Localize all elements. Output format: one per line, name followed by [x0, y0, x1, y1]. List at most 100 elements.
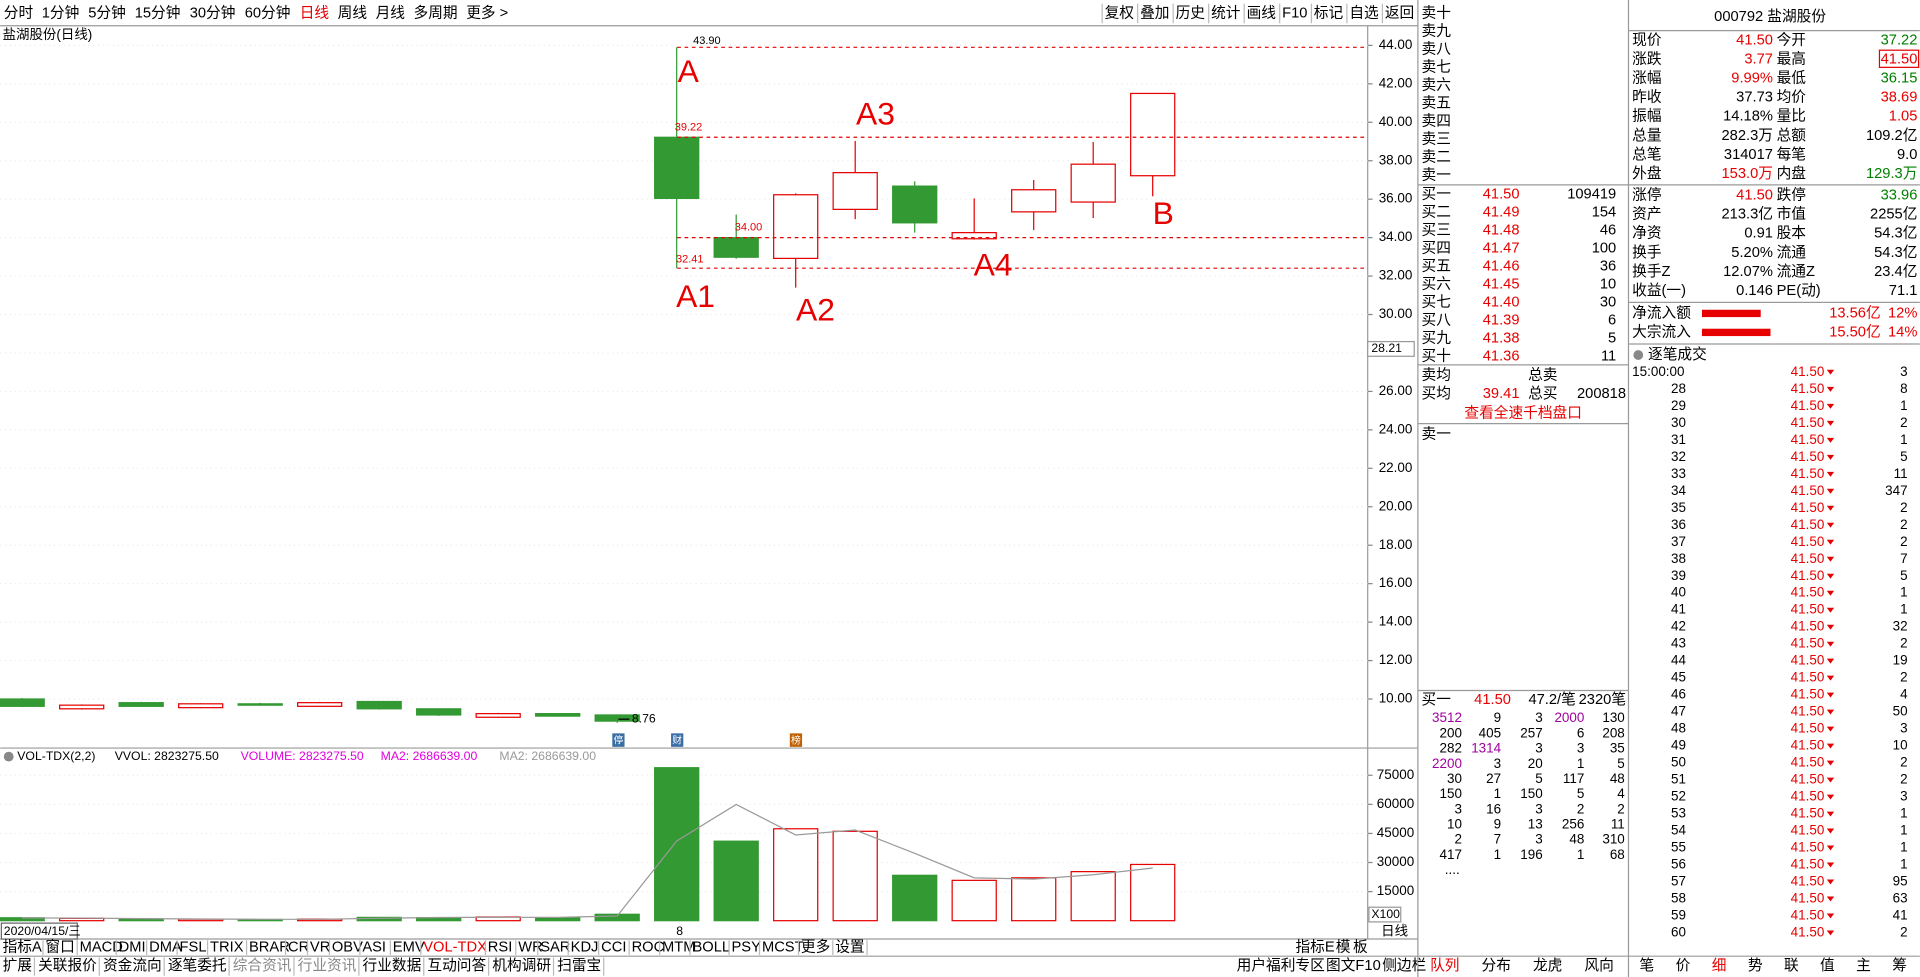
tool-button[interactable]: 画线: [1247, 4, 1277, 21]
tool-button[interactable]: 标记: [1314, 4, 1344, 21]
indicator-tab[interactable]: MTM: [662, 939, 695, 955]
quote-value: 213.3亿: [1721, 206, 1772, 223]
extra-tab[interactable]: 图文F10: [1326, 957, 1381, 974]
link-tab[interactable]: 扩展: [3, 957, 33, 974]
quote-label: 流通: [1777, 244, 1807, 261]
annotation: A4: [974, 246, 1013, 282]
indicator-tab[interactable]: BOLL: [693, 939, 731, 955]
indicator-tab[interactable]: 窗口: [45, 937, 74, 955]
volume-bar: [832, 830, 878, 922]
period-tab[interactable]: 更多 >: [466, 4, 508, 21]
quote-label: 涨幅: [1632, 69, 1661, 86]
indicator-tab[interactable]: PSY: [731, 939, 761, 955]
stock-header: 000792 盐湖股份: [1714, 8, 1826, 25]
queue-cell: 3: [1535, 741, 1542, 756]
tool-button[interactable]: 自选: [1349, 4, 1379, 21]
panel-toggle[interactable]: [1633, 350, 1644, 360]
detail-tab[interactable]: 势: [1748, 957, 1763, 974]
indicator-tab[interactable]: WR: [518, 939, 542, 955]
queue-tab[interactable]: 队列: [1430, 957, 1459, 974]
indicator-tab[interactable]: 指标A: [3, 938, 42, 955]
link-tab[interactable]: 行业数据: [363, 957, 422, 974]
tool-button[interactable]: 历史: [1176, 4, 1206, 21]
extra-tab[interactable]: 侧边栏: [1382, 957, 1426, 974]
detail-tab[interactable]: 联: [1784, 957, 1799, 974]
link-tab[interactable]: 关联报价: [38, 957, 97, 974]
tool-button[interactable]: F10: [1282, 5, 1307, 21]
period-tab[interactable]: 月线: [376, 4, 406, 21]
trade-time: 28: [1671, 381, 1686, 396]
candle-body: [178, 703, 224, 709]
trade-volume: 2: [1900, 517, 1907, 532]
period-tab[interactable]: 日线: [300, 4, 330, 21]
indicator-tab[interactable]: VR: [310, 939, 330, 955]
detail-tab[interactable]: 主: [1856, 957, 1871, 974]
queue-tab[interactable]: 分布: [1482, 957, 1511, 974]
detail-tab[interactable]: 细: [1712, 957, 1727, 974]
indicator-tab[interactable]: 更多: [801, 938, 830, 955]
indicator-tab[interactable]: ROC: [632, 939, 665, 955]
detail-tab[interactable]: 笔: [1639, 957, 1654, 974]
indicator-tab[interactable]: FSL: [180, 939, 207, 955]
indicator-tab[interactable]: KDJ: [571, 939, 599, 955]
trade-volume: 1: [1900, 840, 1907, 855]
detail-tab[interactable]: 筹: [1892, 957, 1907, 974]
tool-button[interactable]: 复权: [1105, 3, 1135, 21]
indicator-tab[interactable]: ASI: [362, 939, 386, 955]
detail-tab[interactable]: 值: [1820, 957, 1835, 974]
template-tab[interactable]: 板: [1353, 937, 1368, 955]
link-tab[interactable]: 综合资讯: [233, 957, 292, 974]
period-tab[interactable]: 1分钟: [42, 4, 80, 21]
link-tab[interactable]: 互动问答: [427, 957, 486, 974]
indicator-tab[interactable]: BRAR: [249, 939, 290, 955]
trade-price: 41.50: [1791, 670, 1825, 685]
indicator-tab[interactable]: MACD: [80, 939, 123, 955]
panel-toggle[interactable]: [3, 751, 14, 762]
indicator-tab[interactable]: DMA: [149, 939, 182, 955]
indicator-tab[interactable]: CR: [288, 939, 309, 955]
link-tab[interactable]: 行业资讯: [298, 957, 357, 974]
queue-tab[interactable]: 龙虎: [1533, 957, 1562, 974]
tool-button[interactable]: 统计: [1211, 4, 1241, 21]
candle-body: [475, 713, 521, 718]
buy-price: 41.38: [1483, 331, 1520, 347]
indicator-tab[interactable]: CCI: [601, 939, 626, 955]
period-tab[interactable]: 周线: [338, 4, 368, 21]
period-tab[interactable]: 30分钟: [190, 4, 236, 21]
queue-cell: 7: [1494, 832, 1501, 847]
indicator-tab[interactable]: MCST: [762, 939, 804, 955]
indicator-tab[interactable]: TRIX: [210, 939, 244, 955]
indicator-tab[interactable]: OBV: [332, 939, 363, 955]
queue-tab[interactable]: 风向: [1584, 957, 1613, 974]
period-tab[interactable]: 15分钟: [135, 4, 181, 21]
link-tab[interactable]: 扫雷宝: [557, 957, 601, 974]
link-tab[interactable]: 机构调研: [492, 957, 551, 974]
indicator-tab[interactable]: 设置: [835, 938, 864, 955]
trade-price: 41.50: [1791, 636, 1825, 651]
tool-button[interactable]: 返回: [1385, 4, 1414, 21]
full-depth-link[interactable]: 查看全速千档盘口: [1464, 404, 1582, 422]
period-tab[interactable]: 分时: [4, 4, 34, 21]
summary-label: 总买: [1528, 385, 1557, 402]
period-tab[interactable]: 60分钟: [245, 4, 291, 21]
template-tab[interactable]: 指标E: [1295, 938, 1334, 955]
indicator-tab[interactable]: DMI: [119, 939, 146, 955]
indicator-tab[interactable]: EMV: [393, 939, 425, 955]
trade-volume: 1: [1900, 602, 1907, 617]
tool-button[interactable]: 叠加: [1140, 4, 1169, 21]
queue-cell: 68: [1610, 847, 1625, 862]
template-tab[interactable]: 模: [1336, 938, 1351, 955]
queue-cell: 35: [1610, 741, 1625, 756]
period-tab[interactable]: 5分钟: [88, 4, 126, 21]
extra-tab[interactable]: 用户福利专区: [1237, 957, 1325, 974]
detail-tab[interactable]: 价: [1676, 958, 1691, 974]
period-tab[interactable]: 多周期: [414, 4, 458, 21]
indicator-tab[interactable]: RSI: [488, 939, 512, 955]
indicator-tab[interactable]: SAR: [540, 939, 570, 955]
link-tab[interactable]: 逐笔委托: [168, 957, 227, 974]
queue-cell: 27: [1486, 771, 1501, 786]
queue-cell: 117: [1563, 771, 1584, 786]
link-tab[interactable]: 资金流向: [103, 957, 162, 974]
indicator-tab[interactable]: VOL-TDX: [423, 939, 487, 955]
y-tick-label: 75000: [1377, 767, 1414, 782]
